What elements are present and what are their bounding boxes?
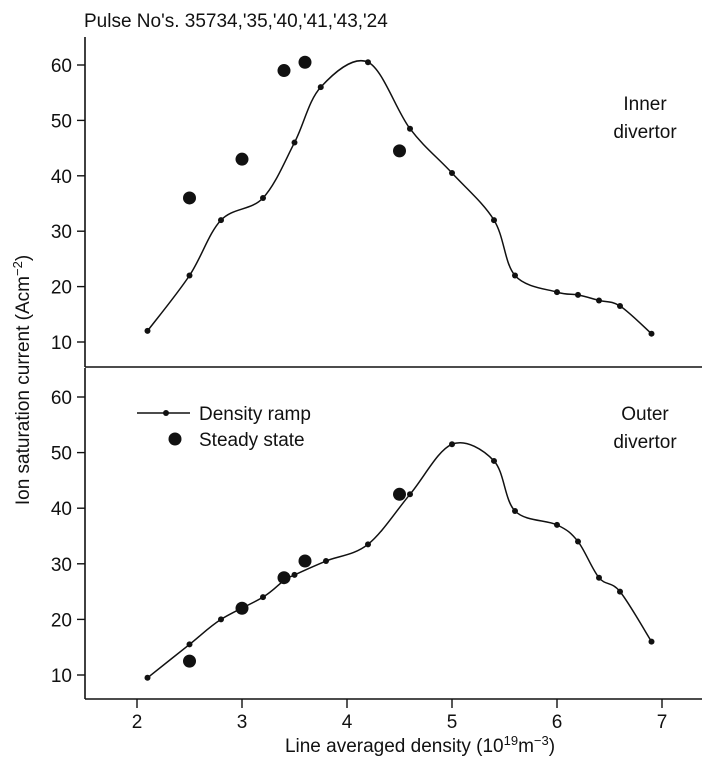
x-axis-title-mid: m bbox=[518, 736, 534, 757]
outer-density-ramp-point bbox=[554, 521, 560, 528]
inner-density-ramp-point bbox=[512, 272, 518, 279]
legend-density-ramp-marker bbox=[163, 410, 169, 416]
x-tick-label: 4 bbox=[342, 712, 353, 733]
outer-density-ramp-point bbox=[575, 538, 581, 545]
inner-steady-state-point bbox=[393, 144, 406, 158]
outer-density-ramp-point bbox=[218, 616, 224, 623]
outer-density-ramp-point bbox=[449, 441, 455, 448]
outer-y-tick-label: 40 bbox=[51, 499, 72, 520]
outer-density-ramp-point bbox=[491, 457, 497, 464]
outer-density-ramp-point bbox=[407, 491, 413, 498]
outer-density-ramp-point bbox=[596, 574, 602, 581]
legend: Density ramp Steady state bbox=[137, 404, 311, 451]
inner-panel-label-line1: Inner bbox=[623, 94, 667, 115]
inner-density-ramp-point bbox=[218, 217, 224, 224]
outer-y-tick-label: 10 bbox=[51, 666, 72, 687]
chart-title: Pulse No's. 35734,'35,'40,'41,'43,'24 bbox=[84, 11, 388, 32]
legend-steady-state-marker bbox=[168, 432, 182, 446]
x-axis-title-end: ) bbox=[549, 736, 555, 757]
inner-y-tick-label: 10 bbox=[51, 333, 72, 354]
inner-density-ramp-point bbox=[144, 327, 151, 334]
inner-divertor-panel: 10 20 30 40 50 60 Inner divertor bbox=[51, 37, 702, 368]
inner-density-ramp-point bbox=[291, 139, 298, 146]
inner-density-ramp-line bbox=[146, 60, 652, 335]
outer-density-ramp-point bbox=[512, 507, 518, 514]
x-tick-label: 3 bbox=[237, 712, 248, 733]
outer-panel-label-line1: Outer bbox=[621, 404, 669, 425]
x-tick-label: 5 bbox=[447, 712, 458, 733]
x-tick-label: 6 bbox=[552, 712, 563, 733]
outer-density-ramp-line bbox=[147, 442, 653, 679]
outer-density-ramp-point bbox=[260, 594, 266, 601]
inner-panel-label-line2: divertor bbox=[613, 122, 677, 143]
outer-density-ramp-point bbox=[291, 571, 298, 578]
inner-density-ramp-point bbox=[575, 291, 581, 298]
inner-density-ramp-point bbox=[648, 330, 655, 337]
outer-steady-state-point bbox=[183, 654, 196, 668]
x-tick-label: 7 bbox=[657, 712, 668, 733]
inner-density-ramp-point bbox=[186, 272, 193, 279]
x-axis-title-sup1: 19 bbox=[504, 733, 518, 748]
inner-density-ramp-point bbox=[449, 170, 455, 177]
y-axis-title: Ion saturation current (Acm−2) bbox=[10, 255, 34, 505]
outer-steady-state-point bbox=[298, 554, 312, 568]
inner-density-ramp-point bbox=[407, 125, 413, 132]
outer-density-ramp-point bbox=[365, 541, 371, 548]
inner-density-ramp-point bbox=[617, 302, 623, 309]
outer-density-ramp-point bbox=[648, 638, 655, 645]
outer-density-ramp-point bbox=[617, 588, 623, 595]
y-axis-title-text: Ion saturation current (Acm bbox=[13, 276, 34, 505]
x-tick-label: 2 bbox=[132, 712, 143, 733]
legend-density-ramp-label: Density ramp bbox=[199, 404, 311, 425]
outer-density-ramp-point bbox=[323, 558, 329, 565]
outer-steady-state-point bbox=[393, 487, 406, 501]
inner-density-ramp-point bbox=[317, 84, 324, 91]
outer-y-tick-label: 60 bbox=[51, 388, 72, 409]
outer-divertor-panel: 10 20 30 40 50 60 2 3 4 5 6 7 Outer divertor Density r… bbox=[51, 368, 702, 733]
x-axis-title: Line averaged density (1019m−3) bbox=[285, 733, 555, 757]
inner-steady-state-point bbox=[235, 152, 249, 166]
inner-y-tick-label: 20 bbox=[51, 278, 72, 299]
outer-density-ramp-point bbox=[186, 641, 193, 648]
inner-y-tick-label: 50 bbox=[51, 111, 72, 132]
y-axis-title-sup: −2 bbox=[10, 261, 25, 276]
inner-steady-state-point bbox=[277, 64, 291, 78]
outer-steady-state-point bbox=[277, 571, 291, 585]
outer-density-ramp-point bbox=[144, 674, 151, 681]
y-axis-title-end: ) bbox=[13, 255, 34, 261]
inner-y-tick-label: 30 bbox=[51, 222, 72, 243]
inner-steady-state-point bbox=[183, 191, 196, 205]
outer-steady-state-point bbox=[235, 601, 249, 615]
inner-y-tick-label: 40 bbox=[51, 167, 72, 188]
outer-y-tick-label: 50 bbox=[51, 444, 72, 465]
x-axis-title-text: Line averaged density (10 bbox=[285, 736, 504, 757]
outer-panel-label-line2: divertor bbox=[613, 432, 677, 453]
inner-y-tick-label: 60 bbox=[51, 56, 72, 77]
inner-density-ramp-point bbox=[554, 289, 560, 296]
x-axis-title-sup2: −3 bbox=[534, 733, 549, 748]
legend-steady-state-label: Steady state bbox=[199, 430, 305, 451]
outer-y-tick-label: 30 bbox=[51, 555, 72, 576]
outer-y-tick-label: 20 bbox=[51, 610, 72, 631]
inner-steady-state-point bbox=[298, 55, 312, 69]
inner-density-ramp-point bbox=[491, 217, 497, 224]
inner-density-ramp-point bbox=[260, 194, 266, 201]
inner-density-ramp-point bbox=[596, 297, 602, 304]
inner-density-ramp-point bbox=[365, 59, 371, 66]
